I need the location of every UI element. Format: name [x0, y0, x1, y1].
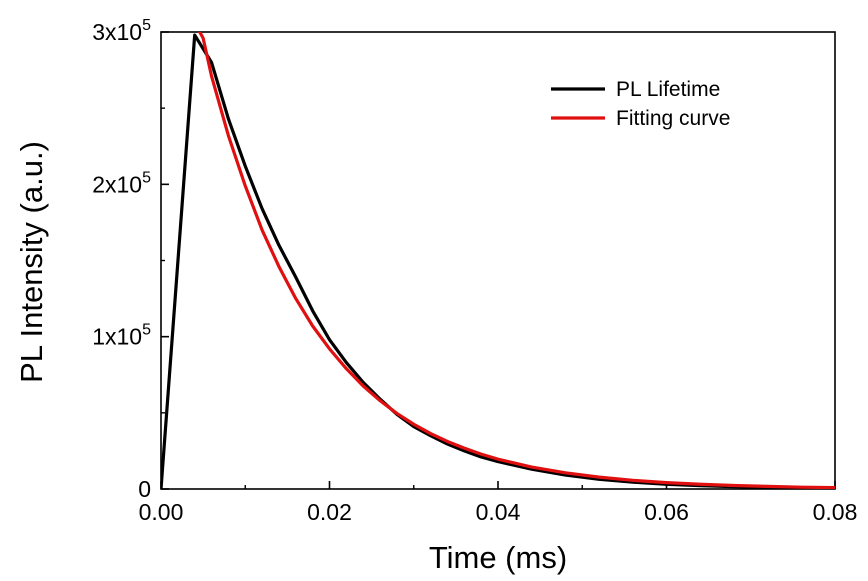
legend-label-fitting-curve: Fitting curve: [616, 107, 730, 130]
x-tick-label: 0.06: [644, 499, 689, 525]
plot-frame: [161, 32, 835, 489]
series-line-pl-lifetime: [161, 35, 835, 489]
y-tick-label: 0: [138, 476, 151, 502]
series-line-fitting-curve: [199, 30, 835, 487]
y-axis-label: PL Intensity (a.u.): [14, 141, 49, 383]
x-tick-label: 0.00: [139, 499, 184, 525]
axis-ticks: [161, 32, 835, 489]
y-tick-label: 1x105: [92, 322, 151, 350]
legend-label-pl-lifetime: PL Lifetime: [616, 78, 720, 101]
x-tick-label: 0.02: [307, 499, 352, 525]
x-tick-label: 0.08: [813, 499, 858, 525]
x-axis-label: Time (ms): [429, 540, 567, 575]
y-tick-label: 2x105: [92, 169, 151, 197]
y-tick-labels: 0 1x105 2x105 3x105: [92, 17, 151, 502]
x-tick-labels: 0.00 0.02 0.04 0.06 0.08: [139, 499, 858, 525]
y-tick-label: 3x105: [92, 17, 151, 45]
series-lines: [161, 30, 835, 489]
legend: PL Lifetime Fitting curve: [551, 78, 730, 130]
x-tick-label: 0.04: [476, 499, 521, 525]
